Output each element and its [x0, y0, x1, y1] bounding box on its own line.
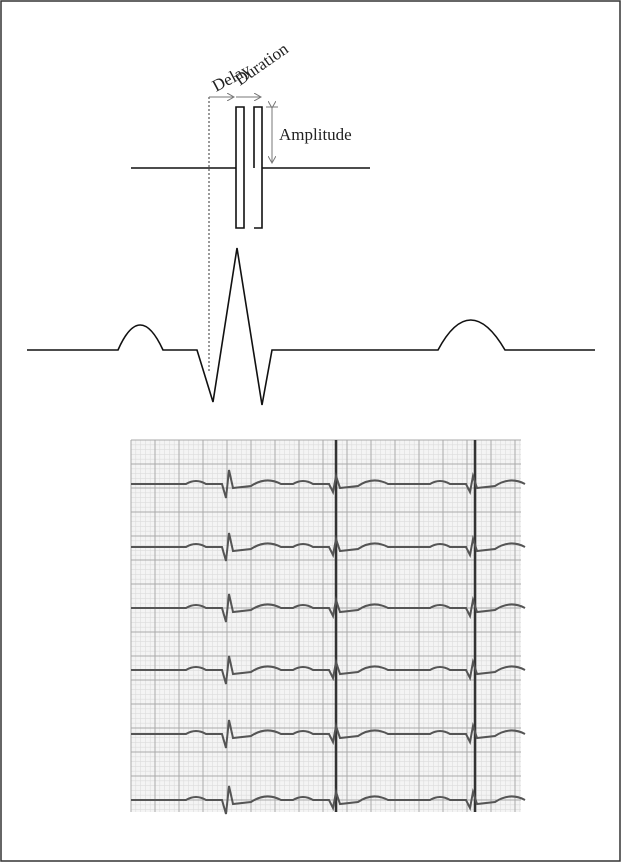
- ecg-waveform: [27, 248, 595, 405]
- ecg-strip: [131, 440, 525, 814]
- pulse-1: [131, 107, 244, 228]
- figure: Delay Duration Amplitude: [0, 0, 621, 862]
- amplitude-label: Amplitude: [279, 125, 352, 144]
